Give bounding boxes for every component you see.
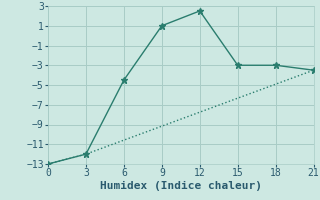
X-axis label: Humidex (Indice chaleur): Humidex (Indice chaleur) <box>100 181 262 191</box>
